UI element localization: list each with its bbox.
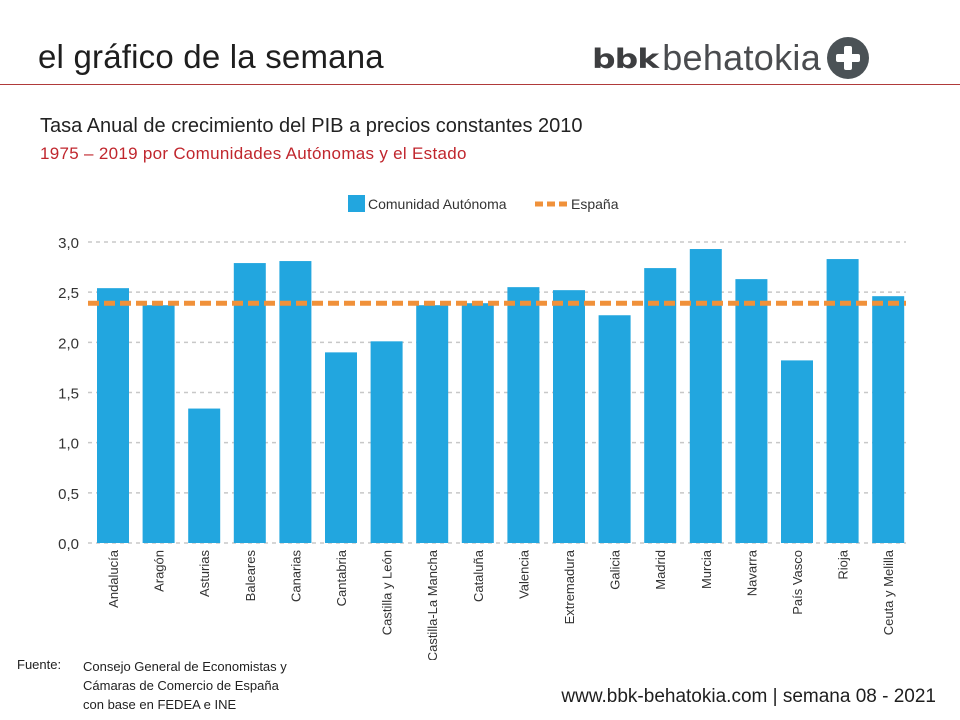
y-tick-label: 1,0 [58,436,79,453]
bar [781,360,813,543]
bar [416,305,449,543]
bar [826,259,859,543]
bar [689,249,722,544]
page-title: el gráfico de la semana [38,38,384,75]
chart-title: Tasa Anual de crecimiento del PIB a prec… [40,115,583,137]
bar [325,352,357,543]
x-tick-label: Cantabria [334,549,349,606]
x-tick-label: Murcia [699,549,714,589]
bar [507,287,540,543]
plus-circle-icon [827,37,870,79]
chart-subtitle: 1975 – 2019 por Comunidades Autónomas y … [40,144,467,163]
x-tick-label: Extremadura [562,549,577,624]
x-tick-label: Valencia [516,549,531,599]
x-tick-label: País Vasco [790,550,805,615]
x-tick-label: Canarias [288,550,303,603]
bar [872,296,905,543]
x-tick-label: Castilla-La Mancha [425,549,440,660]
y-tick-label: 0,0 [58,536,79,553]
chart-legend: Comunidad Autónoma España [348,195,619,212]
y-tick-label: 1,5 [58,386,79,403]
bar [279,261,312,543]
footer-website-week: www.bbk-behatokia.com | semana 08 - 2021 [561,686,936,707]
logo-behatokia-text: behatokia [662,37,822,78]
x-tick-label: Ceuta y Melilla [881,549,896,635]
y-tick-label: 0,5 [58,486,79,503]
y-tick-label: 3,0 [58,235,79,252]
bar [233,263,266,543]
x-tick-label: Andalucía [106,549,121,608]
y-axis: 0,0 0,5 1,0 1,5 2,0 2,5 3,0 [58,235,79,553]
x-axis: Andalucía Aragón Asturias Baleares Canarias C… [106,549,896,660]
legend-swatch-comunidad [348,195,365,212]
source-label: Fuente: [17,657,62,672]
legend-label-espana: España [571,196,619,212]
y-tick-label: 2,5 [58,285,79,302]
bar [142,305,175,543]
bar [188,408,221,543]
legend-label-comunidad: Comunidad Autónoma [368,196,507,212]
source-text: Consejo General de Economistas y Cámaras… [83,657,287,714]
chart-grid [88,241,906,544]
bar [461,303,494,543]
source-line: Cámaras de Comercio de España [83,678,279,693]
bar [644,268,677,543]
logo-bbk-text: bbk [592,42,659,74]
bar [370,341,403,543]
x-tick-label: Cataluña [471,549,486,602]
bar [735,279,768,543]
source-line: Consejo General de Economistas y [83,659,287,674]
y-tick-label: 2,0 [58,335,79,352]
x-tick-label: Madrid [653,550,668,590]
bars [97,249,905,544]
bar [598,315,631,543]
x-tick-label: Galicia [608,549,623,590]
x-tick-label: Asturias [197,550,212,597]
header-divider [0,84,960,85]
bar [553,290,585,543]
x-tick-label: Rioja [836,549,851,579]
bbk-behatokia-logo: bbk behatokia [592,36,870,80]
bar-chart: Comunidad Autónoma España 0,0 0,5 1,0 1,5 2,… [58,195,906,660]
x-tick-label: Baleares [243,550,258,602]
bar [97,288,129,543]
x-tick-label: Navarra [744,549,759,596]
source-line: con base en FEDEA e INE [83,697,237,712]
x-tick-label: Aragón [152,550,167,592]
x-tick-label: Castilla y León [380,550,395,635]
